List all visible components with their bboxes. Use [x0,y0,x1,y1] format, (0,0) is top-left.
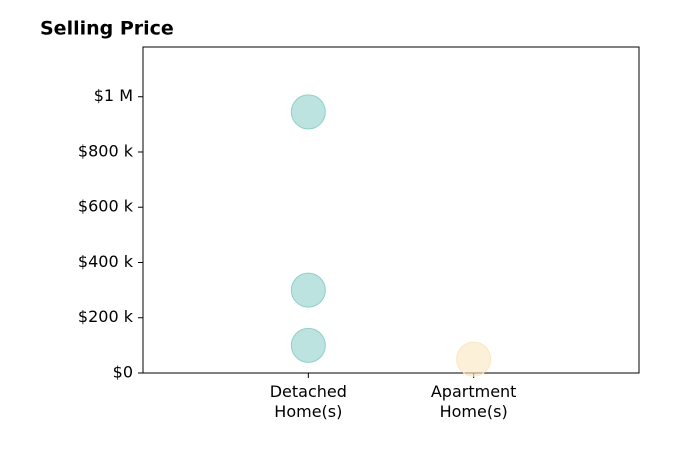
chart-title: Selling Price [40,18,174,40]
point [290,94,326,130]
y-tick-label: $600 k [78,197,134,216]
x-tick-label: Apartment Home(s) [430,382,517,421]
point [456,341,492,377]
y-tick-label: $200 k [78,307,134,326]
x-tick-label: Detached Home(s) [269,382,347,421]
y-tick-label: $800 k [78,141,134,160]
y-tick-label: $1 M [94,86,133,105]
y-tick-label: $400 k [78,252,134,271]
point [290,327,326,363]
point [290,272,326,308]
plot-frame [142,46,640,374]
y-tick-label: $0 [113,363,133,382]
